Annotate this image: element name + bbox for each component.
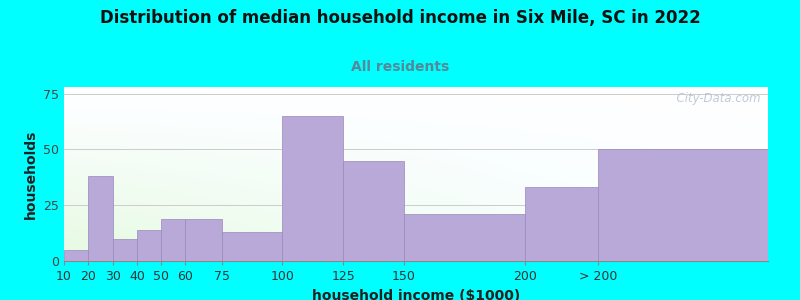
Y-axis label: households: households [23, 129, 38, 219]
Bar [282, 116, 343, 261]
Text: Distribution of median household income in Six Mile, SC in 2022: Distribution of median household income … [100, 9, 700, 27]
X-axis label: household income ($1000): household income ($1000) [312, 289, 520, 300]
Text: City-Data.com: City-Data.com [670, 92, 761, 105]
Bar [404, 214, 526, 261]
Bar [343, 160, 404, 261]
Bar [88, 176, 113, 261]
Bar [64, 250, 88, 261]
Bar [113, 239, 137, 261]
Bar [526, 188, 598, 261]
Bar [137, 230, 161, 261]
Bar [161, 219, 186, 261]
Bar [186, 219, 222, 261]
Bar [222, 232, 282, 261]
Text: All residents: All residents [351, 60, 449, 74]
Bar [598, 149, 768, 261]
